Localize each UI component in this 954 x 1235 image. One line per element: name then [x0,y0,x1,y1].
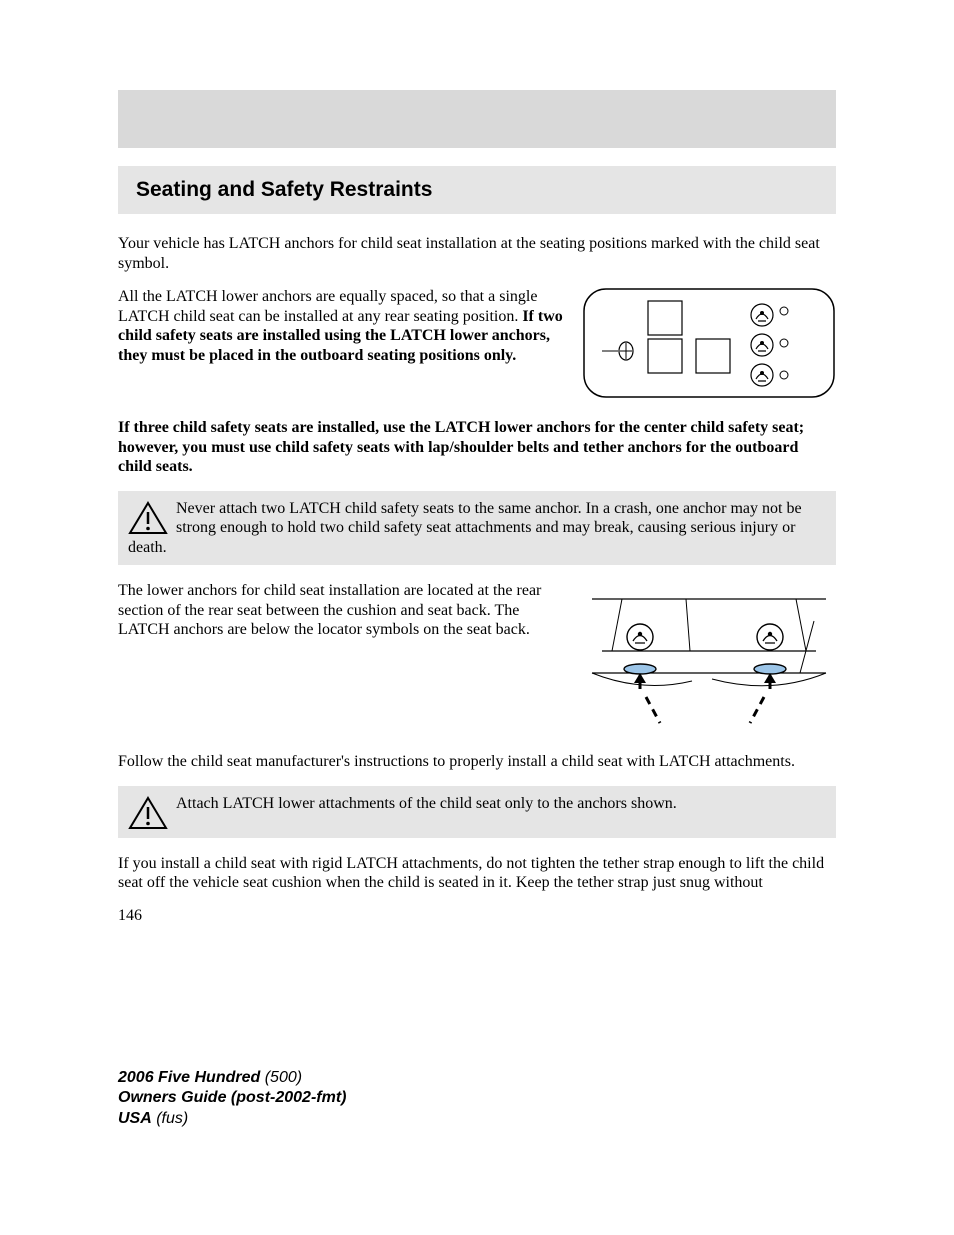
seat-position-diagram [582,287,836,404]
warning-box-2: Attach LATCH lower attachments of the ch… [118,786,836,838]
footer-model-plain: (500) [260,1069,302,1086]
warning-2-text: Attach LATCH lower attachments of the ch… [176,795,677,812]
latch-spacing-bold-2: If three child safety seats are installe… [118,418,836,477]
latch-spacing-plain: All the LATCH lower anchors are equally … [118,288,537,325]
rigid-latch-paragraph: If you install a child seat with rigid L… [118,854,836,893]
footer-region-bold: USA [118,1110,152,1127]
follow-manufacturer-paragraph: Follow the child seat manufacturer's ins… [118,752,836,772]
section-header: Seating and Safety Restraints [118,166,836,214]
footer-region-plain: (fus) [152,1110,188,1127]
anchors-location-paragraph: The lower anchors for child seat install… [118,581,568,640]
section-title: Seating and Safety Restraints [136,178,818,202]
warning-1-text: Never attach two LATCH child safety seat… [128,500,802,556]
footer-model-bold: 2006 Five Hundred [118,1069,260,1086]
page-number: 146 [118,907,836,925]
footer-block: 2006 Five Hundred (500) Owners Guide (po… [118,1068,346,1130]
warning-icon [128,501,168,535]
warning-box-1: Never attach two LATCH child safety seat… [118,491,836,566]
anchor-location-diagram [582,581,836,738]
intro-paragraph: Your vehicle has LATCH anchors for child… [118,234,836,273]
latch-spacing-paragraph: All the LATCH lower anchors are equally … [118,287,568,365]
warning-icon [128,796,168,830]
footer-guide: Owners Guide (post-2002-fmt) [118,1088,346,1109]
top-gray-bar [118,90,836,148]
